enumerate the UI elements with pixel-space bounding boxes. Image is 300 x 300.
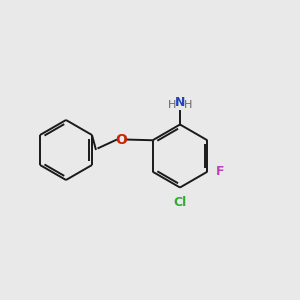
Text: F: F: [216, 165, 225, 178]
Text: N: N: [175, 97, 185, 110]
Text: H: H: [184, 100, 193, 110]
Text: Cl: Cl: [173, 196, 187, 209]
Text: O: O: [116, 133, 128, 146]
Text: H: H: [167, 100, 176, 110]
